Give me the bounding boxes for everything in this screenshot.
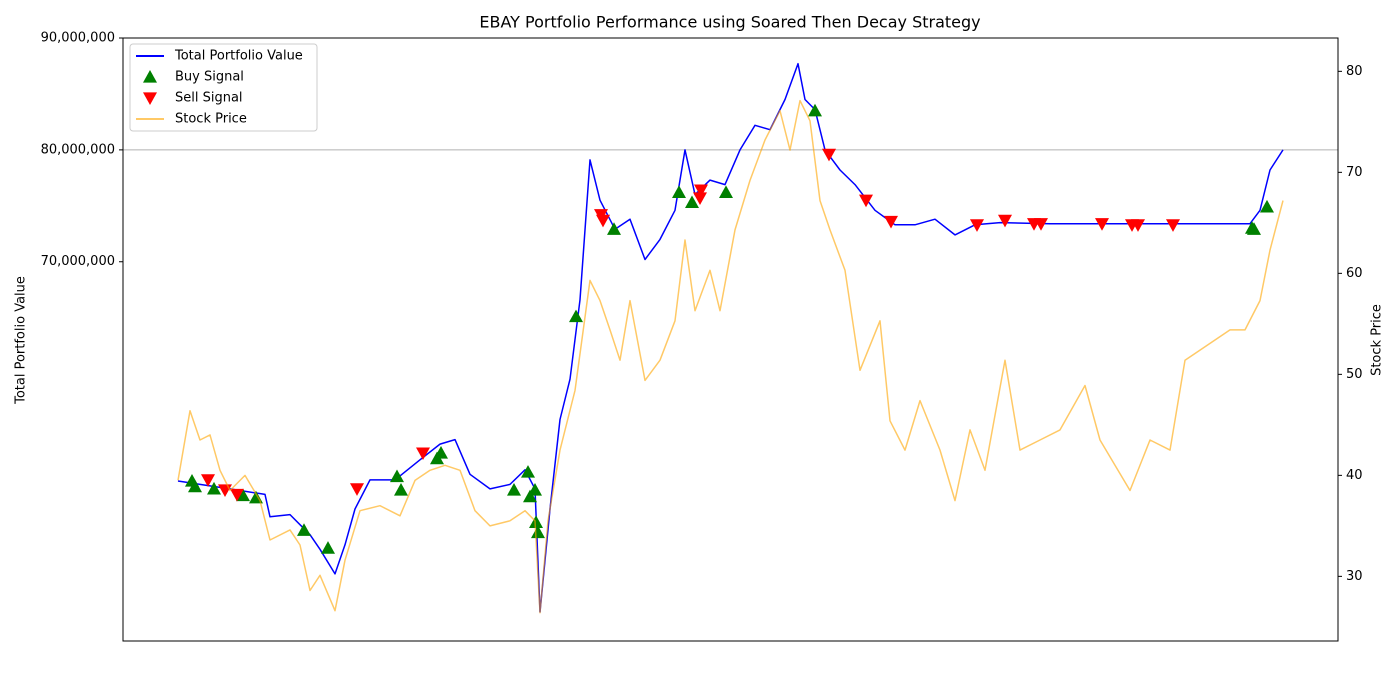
- signal-marker: [321, 541, 335, 554]
- y2-tick-label: 30: [1346, 569, 1363, 584]
- legend-label: Stock Price: [175, 112, 247, 127]
- signal-marker: [569, 309, 583, 323]
- signal-marker: [523, 489, 537, 503]
- signal-marker: [693, 192, 707, 205]
- y2-tick-label: 60: [1346, 266, 1363, 281]
- series-line: [177, 62, 1284, 613]
- signal-marker: [884, 215, 898, 229]
- signal-marker: [531, 525, 545, 539]
- signal-marker: [297, 523, 311, 536]
- y-tick-label: 70,000,000: [41, 254, 115, 269]
- y2-tick-label: 40: [1346, 468, 1363, 483]
- signal-marker: [808, 103, 822, 117]
- legend-box: [129, 43, 318, 132]
- y2-tick-label: 80: [1346, 64, 1363, 79]
- signal-marker: [1166, 219, 1180, 232]
- signal-marker: [970, 219, 984, 232]
- signal-marker: [1260, 199, 1274, 213]
- legend-handle: [143, 92, 157, 105]
- y2-axis-label: Stock Price: [1370, 304, 1385, 376]
- y2-tick-label: 70: [1346, 165, 1363, 180]
- legend: Total Portfolio Value Buy Signal Sell Sign…: [129, 43, 318, 132]
- plot-area: [123, 62, 1338, 614]
- y-axis-label: Total Portfolio Value: [14, 276, 29, 405]
- signal-marker: [507, 482, 521, 496]
- signal-marker: [719, 185, 733, 198]
- signal-marker: [1247, 222, 1261, 235]
- legend-label: Sell Signal: [175, 91, 243, 106]
- series-line: [177, 99, 1284, 614]
- signal-marker: [201, 474, 215, 487]
- y2-tick-label: 50: [1346, 367, 1363, 382]
- signal-marker: [230, 488, 244, 502]
- signal-marker: [1131, 219, 1145, 232]
- signal-marker: [694, 184, 708, 198]
- signal-marker: [521, 465, 535, 478]
- signal-marker: [672, 185, 686, 198]
- axes-frame: [122, 37, 1339, 642]
- signal-marker: [394, 482, 408, 496]
- signal-marker: [998, 214, 1012, 228]
- chart-title: EBAY Portfolio Performance using Soared …: [479, 13, 980, 32]
- signal-marker: [188, 479, 202, 493]
- signal-marker: [1034, 218, 1048, 231]
- signal-marker: [596, 214, 610, 228]
- signal-marker: [1095, 218, 1109, 231]
- signal-marker: [859, 194, 873, 208]
- y-tick-label: 90,000,000: [41, 31, 115, 46]
- legend-handle: [143, 70, 157, 83]
- signal-marker: [529, 515, 543, 529]
- signal-marker: [236, 488, 250, 502]
- signal-marker: [434, 446, 448, 459]
- y-tick-label: 80,000,000: [41, 142, 115, 157]
- signal-marker: [607, 222, 621, 235]
- legend-label: Total Portfolio Value: [174, 49, 303, 64]
- signal-marker: [416, 447, 430, 461]
- signal-marker: [390, 469, 404, 483]
- signal-marker: [350, 483, 364, 496]
- signal-marker: [528, 482, 542, 496]
- signal-marker: [207, 481, 221, 495]
- signal-marker: [822, 148, 836, 162]
- legend-label: Buy Signal: [175, 70, 244, 85]
- signal-marker: [685, 195, 699, 209]
